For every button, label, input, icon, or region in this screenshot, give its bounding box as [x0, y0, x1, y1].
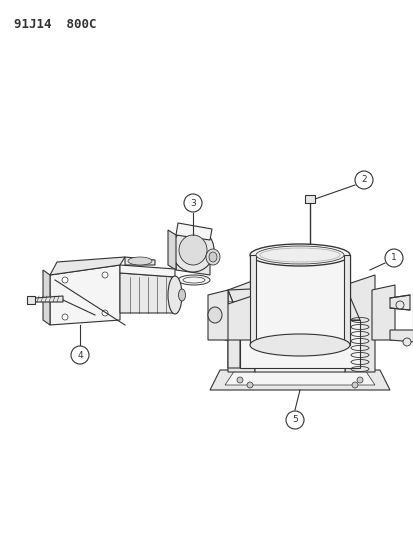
Polygon shape [304, 195, 314, 203]
Polygon shape [344, 275, 374, 372]
Polygon shape [228, 285, 359, 320]
Text: 1: 1 [390, 254, 396, 262]
Ellipse shape [209, 252, 216, 262]
Circle shape [102, 310, 108, 316]
Polygon shape [254, 280, 344, 372]
Circle shape [102, 272, 108, 278]
Polygon shape [228, 290, 240, 368]
Ellipse shape [207, 307, 221, 323]
Text: 4: 4 [77, 351, 83, 359]
Polygon shape [249, 255, 255, 345]
Ellipse shape [255, 246, 343, 264]
Circle shape [183, 194, 202, 212]
Polygon shape [168, 230, 176, 270]
Polygon shape [50, 257, 125, 275]
Polygon shape [50, 265, 120, 325]
Polygon shape [389, 330, 413, 342]
Text: 5: 5 [292, 416, 297, 424]
Polygon shape [176, 235, 209, 275]
Polygon shape [224, 370, 374, 385]
Circle shape [356, 377, 362, 383]
Text: 3: 3 [190, 198, 195, 207]
Polygon shape [207, 290, 228, 340]
Circle shape [247, 382, 252, 388]
Text: 91J14  800C: 91J14 800C [14, 18, 96, 31]
Polygon shape [371, 285, 394, 340]
Ellipse shape [178, 289, 185, 301]
Text: 2: 2 [360, 175, 366, 184]
Polygon shape [120, 265, 175, 277]
Ellipse shape [249, 334, 349, 356]
Polygon shape [389, 295, 409, 310]
Circle shape [236, 377, 242, 383]
Ellipse shape [178, 235, 206, 265]
Polygon shape [343, 255, 349, 345]
Polygon shape [240, 320, 359, 368]
Ellipse shape [171, 228, 214, 272]
Circle shape [71, 346, 89, 364]
Polygon shape [27, 296, 35, 304]
Circle shape [62, 314, 68, 320]
Polygon shape [43, 270, 50, 325]
Circle shape [62, 277, 68, 283]
Polygon shape [125, 257, 154, 265]
Circle shape [354, 171, 372, 189]
Polygon shape [224, 295, 254, 340]
Polygon shape [228, 280, 254, 372]
Ellipse shape [206, 249, 219, 265]
Circle shape [402, 338, 410, 346]
Ellipse shape [168, 276, 182, 314]
Polygon shape [209, 370, 389, 390]
Polygon shape [120, 273, 175, 313]
Polygon shape [176, 223, 211, 240]
Polygon shape [249, 255, 349, 345]
Circle shape [285, 411, 303, 429]
Polygon shape [35, 296, 63, 302]
Circle shape [351, 382, 357, 388]
Ellipse shape [128, 257, 152, 265]
Ellipse shape [249, 244, 349, 266]
Circle shape [384, 249, 402, 267]
Circle shape [395, 301, 403, 309]
Ellipse shape [178, 275, 209, 285]
